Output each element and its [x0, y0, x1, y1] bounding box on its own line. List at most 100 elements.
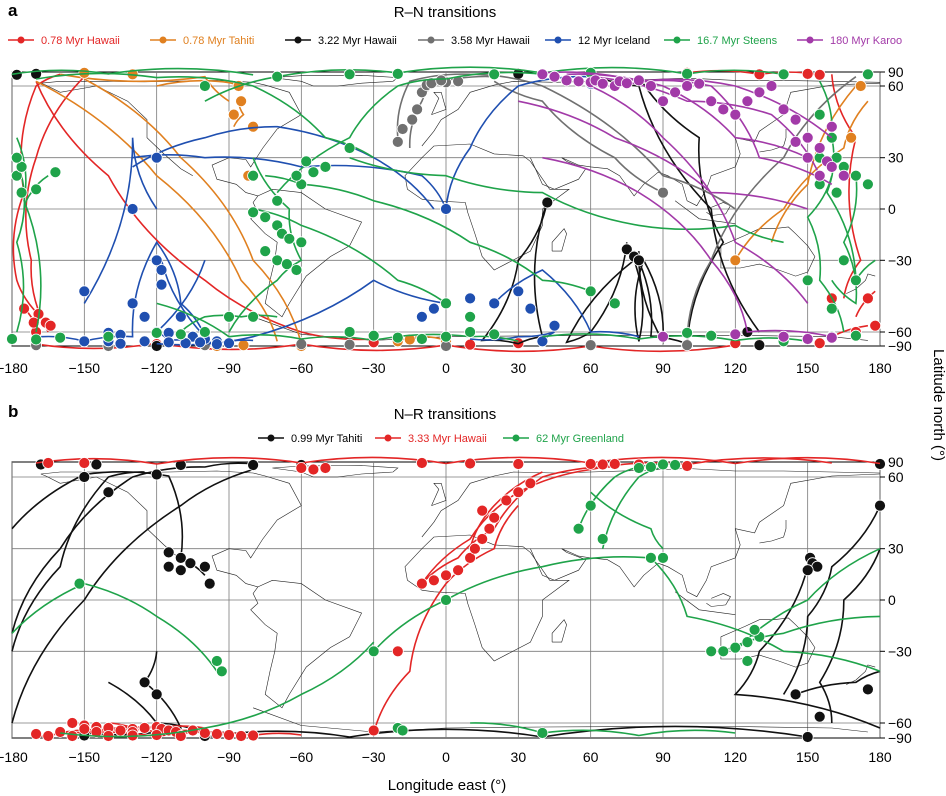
vgp-point [174, 552, 187, 564]
x-tick-label: 0 [442, 749, 450, 765]
vgp-point [825, 302, 838, 315]
vgp-point [729, 108, 742, 121]
vgp-path [40, 240, 206, 343]
vgp-point [825, 120, 838, 133]
vgp-point [452, 75, 465, 88]
vgp-path [734, 100, 869, 261]
vgp-point [548, 70, 561, 83]
vgp-path [421, 457, 832, 585]
vgp-point [633, 74, 645, 87]
vgp-point [162, 560, 175, 573]
vgp-point [259, 245, 272, 258]
vgp-point [406, 113, 419, 126]
vgp-point [411, 103, 424, 116]
vgp-point [657, 330, 669, 343]
vgp-point [572, 75, 585, 88]
vgp-point [657, 458, 669, 471]
vgp-point [705, 329, 718, 342]
vgp-point [488, 511, 501, 524]
vgp-point [633, 462, 645, 474]
vgp-point [295, 338, 308, 351]
vgp-path [35, 456, 881, 465]
x-tick-label: 60 [583, 749, 599, 765]
x-tick-label: 90 [655, 749, 671, 765]
vgp-point [596, 458, 609, 471]
vgp-point [319, 462, 332, 474]
vgp-point [440, 203, 452, 215]
vgp-point [584, 339, 597, 352]
vgp-point [512, 458, 525, 470]
vgp-point [215, 665, 228, 678]
vgp-point [403, 333, 416, 346]
vgp-point [210, 728, 223, 740]
vgp-point [524, 477, 537, 490]
x-tick-label: −120 [141, 749, 173, 765]
vgp-path [156, 302, 519, 343]
vgp-point [307, 463, 320, 476]
vgp-path [276, 71, 543, 194]
vgp-point [223, 729, 235, 741]
vgp-point [681, 460, 693, 472]
vgp-point [464, 552, 477, 564]
vgp-point [49, 166, 62, 179]
vgp-point [198, 80, 211, 92]
panel-a-legend: 0.78 Myr Hawaii 0.78 Myr Tahiti 3.22 Myr H… [8, 35, 902, 47]
vgp-point [753, 86, 766, 99]
vgp-point [194, 336, 207, 349]
vgp-path [733, 566, 881, 729]
vgp-point [717, 103, 730, 116]
vgp-point [741, 655, 754, 667]
vgp-point [608, 458, 621, 470]
vgp-point [488, 297, 501, 310]
x-tick-label: 60 [583, 360, 599, 376]
vgp-point [343, 326, 356, 338]
vgp-point [138, 676, 151, 689]
x-tick-label: 120 [724, 749, 748, 765]
panel-b-x-ticks: −180 −150 −120 −90 −60 −30 0 30 60 90 120 150 180 [0, 749, 892, 765]
vgp-point [584, 285, 597, 298]
vgp-path [35, 342, 736, 353]
vgp-path [11, 462, 254, 634]
coastline [759, 129, 787, 153]
vgp-point [30, 183, 42, 196]
vgp-point [307, 166, 320, 179]
vgp-point [174, 564, 187, 577]
legend-dot [427, 36, 435, 44]
y-tick-label: −90 [888, 730, 912, 746]
vgp-path [638, 79, 833, 185]
legend-label: 3.22 Myr Hawaii [318, 35, 397, 47]
coastline [404, 534, 570, 662]
vgp-point [42, 457, 55, 469]
vgp-path [132, 154, 447, 210]
vgp-point [813, 169, 826, 182]
coastline [40, 80, 363, 318]
vgp-point [452, 564, 465, 577]
x-tick-label: 150 [796, 360, 820, 376]
vgp-point [198, 560, 211, 573]
panel-a-series [6, 66, 882, 353]
vgp-path [25, 76, 85, 333]
vgp-point [705, 95, 718, 108]
vgp-point [235, 95, 248, 108]
x-tick-label: −90 [217, 749, 241, 765]
vgp-point [247, 169, 260, 182]
vgp-path [590, 75, 821, 177]
vgp-point [155, 278, 168, 291]
coastline [431, 92, 447, 115]
vgp-point [753, 339, 766, 352]
vgp-path [633, 250, 688, 345]
vgp-point [247, 729, 260, 742]
vgp-point [54, 726, 67, 738]
vgp-point [729, 328, 742, 341]
vgp-point [705, 645, 718, 658]
x-tick-label: −150 [69, 749, 101, 765]
panel-b-coastlines [40, 465, 881, 733]
vgp-point [150, 340, 163, 352]
x-tick-label: −60 [289, 360, 313, 376]
vgp-point [78, 285, 91, 298]
vgp-point [391, 331, 404, 344]
vgp-point [813, 142, 826, 154]
y-tick-label: 60 [888, 78, 904, 94]
